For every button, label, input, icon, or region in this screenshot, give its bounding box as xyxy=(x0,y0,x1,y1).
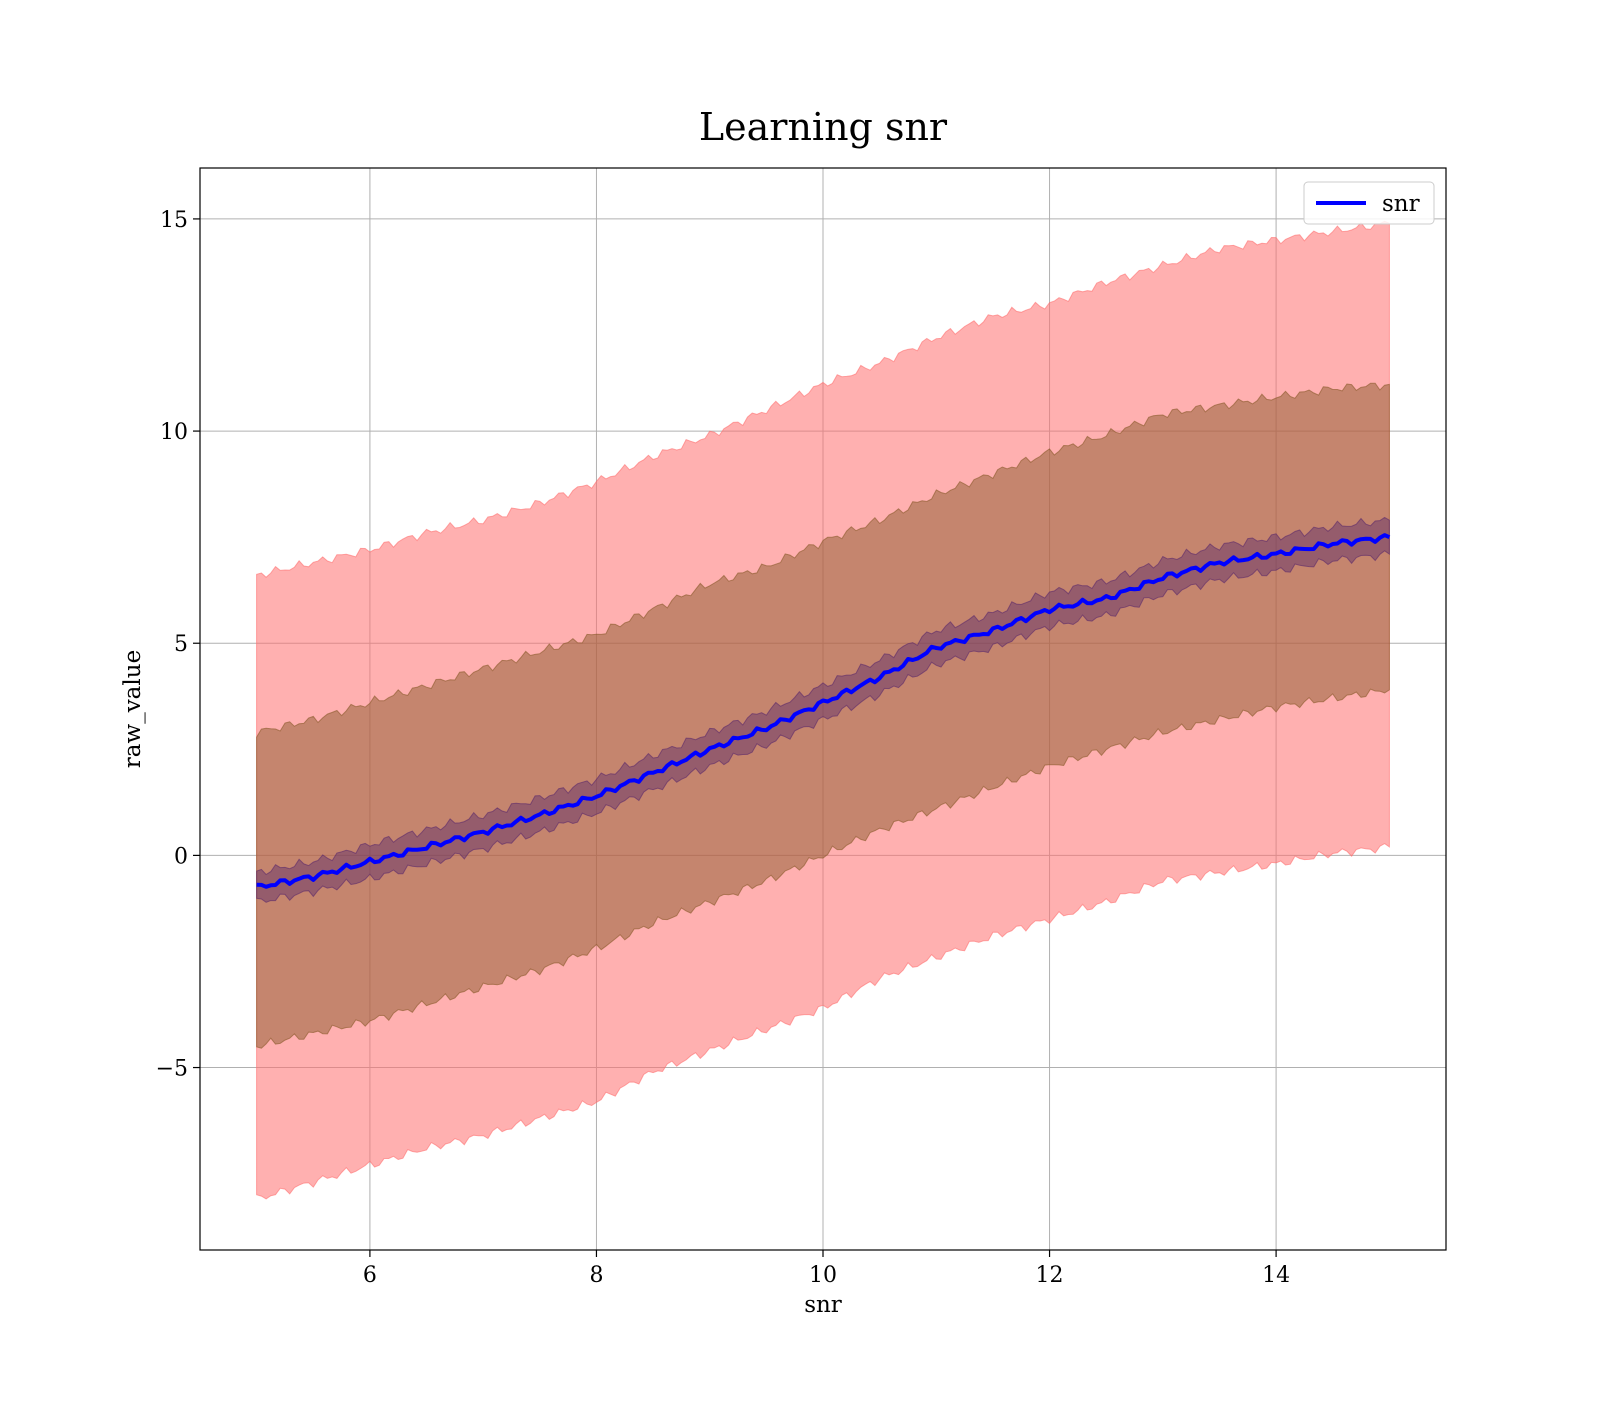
legend: snr xyxy=(1303,181,1435,225)
confidence-bands xyxy=(256,220,1390,1200)
x-axis-label: snr xyxy=(804,1292,842,1318)
x-tick-label-1: 8 xyxy=(589,1263,603,1288)
chart-title: Learning snr xyxy=(699,105,948,149)
legend-box xyxy=(1303,181,1435,225)
y-tick-label-3: 10 xyxy=(160,420,188,445)
x-tick-label-0: 6 xyxy=(363,1263,377,1288)
confidence-band-2 xyxy=(256,516,1390,903)
axis-ticks: 6 8 10 12 14 −5 0 5 10 15 xyxy=(156,208,1291,1288)
x-tick-label-4: 14 xyxy=(1262,1263,1290,1288)
y-tick-label-1: 0 xyxy=(174,844,188,869)
legend-label-snr: snr xyxy=(1382,191,1420,217)
y-axis-label: raw_value xyxy=(120,650,146,768)
y-tick-label-0: −5 xyxy=(156,1057,188,1082)
series-line-snr xyxy=(256,533,1391,889)
confidence-band-1 xyxy=(256,382,1390,1049)
series-lines xyxy=(256,533,1391,889)
x-tick-label-3: 12 xyxy=(1036,1263,1064,1288)
y-tick-label-4: 15 xyxy=(160,208,188,233)
x-tick-label-2: 10 xyxy=(809,1263,837,1288)
y-tick-label-2: 5 xyxy=(174,632,188,657)
